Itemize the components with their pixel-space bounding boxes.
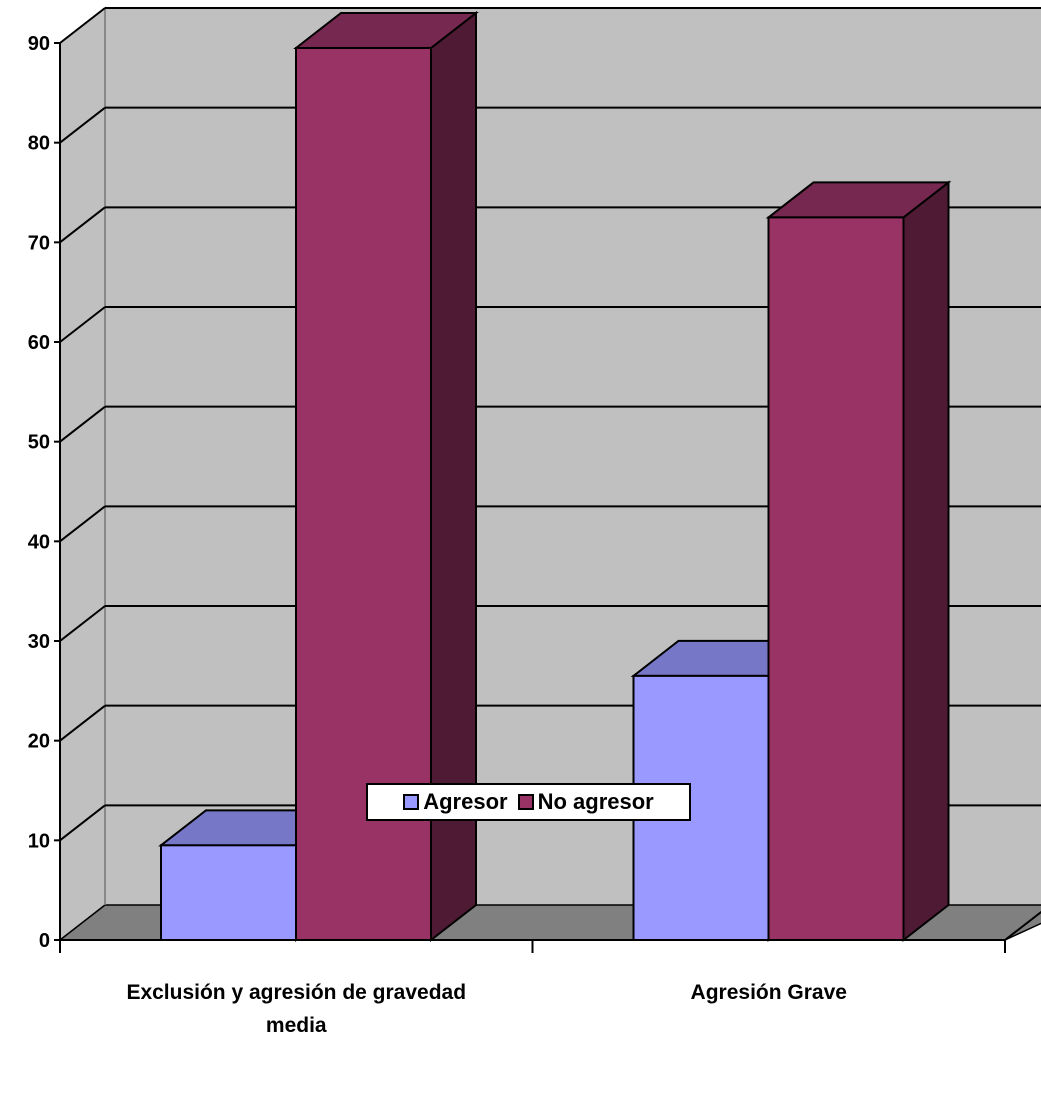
category-label-2: Agresión Grave	[691, 981, 847, 1004]
gridline-diagonal	[59, 106, 106, 144]
side-wall	[59, 6, 106, 942]
y-tick-label: 80	[28, 133, 50, 155]
category-label-1: Exclusión y agresión de gravedad media	[126, 981, 466, 1037]
bar-front	[767, 216, 905, 941]
bar-no-agresor-2	[765, 180, 952, 943]
y-tick-label: 40	[28, 531, 50, 553]
y-tick-label: 60	[28, 332, 50, 354]
x-axis-depth	[1004, 910, 1041, 941]
legend-label-agresor: Agresor	[423, 789, 508, 814]
axis-labels: 0 10 20 30 40 50 60 70 80 90 Exclusión y agresión …	[28, 33, 847, 1037]
y-tick-label: 90	[28, 33, 50, 55]
bar-front	[160, 844, 297, 941]
gridline-diagonal	[59, 505, 106, 543]
gridline-diagonal	[59, 206, 106, 244]
legend-item-agresor: Agresor	[403, 789, 508, 815]
gridline-diagonal	[59, 405, 106, 443]
legend-swatch-agresor	[403, 794, 420, 810]
legend-label-no-agresor: No agresor	[537, 789, 654, 814]
legend-swatch-no-agresor	[517, 794, 534, 810]
y-tick-label: 20	[28, 731, 50, 753]
legend-item-no-agresor: No agresor	[517, 789, 654, 815]
gridline-diagonal	[59, 306, 106, 343]
gridline-diagonal	[59, 605, 106, 642]
legend: Agresor No agresor	[366, 783, 691, 821]
y-tick-label: 70	[28, 232, 50, 254]
bar-side	[902, 180, 950, 943]
y-tick-label: 50	[28, 432, 50, 454]
y-tick-label: 10	[28, 830, 50, 852]
gridline-diagonal	[59, 7, 106, 44]
y-tick-label: 30	[28, 631, 50, 653]
gridline-diagonal	[59, 704, 106, 742]
y-tick-label: 0	[39, 930, 50, 952]
gridline-diagonal	[59, 804, 106, 842]
